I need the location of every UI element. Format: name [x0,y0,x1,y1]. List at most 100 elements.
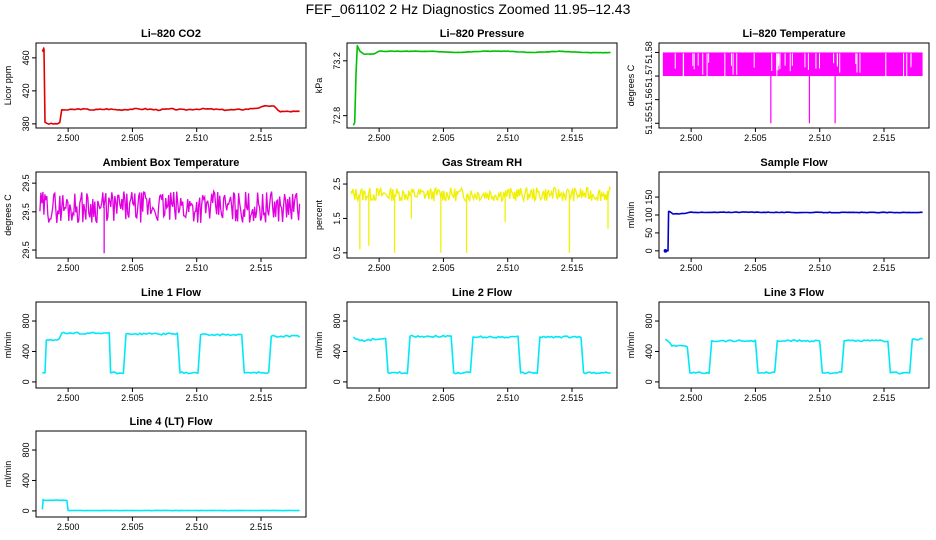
x-tick-label-pressure: 2.510 [496,133,519,143]
y-tick-label-temperature: 51.58 [644,41,654,64]
y-tick-label-ambient: 29.5 [21,174,31,192]
y-tick-label-temperature: 51.57 [644,65,654,88]
y-tick-label-line1: 0 [21,379,31,384]
plot-frame-sample [658,171,930,259]
series-line-co2 [41,47,300,125]
x-tick-label-line4: 2.510 [185,522,208,532]
panel-title-co2: Li–820 CO2 [141,28,201,40]
series-point-sample [663,249,668,253]
panel-title-line2: Line 2 Flow [452,287,512,299]
panel-title-line4: Line 4 (LT) Flow [130,416,213,428]
x-tick-label-co2: 2.510 [185,133,208,143]
y-tick-label-temperature: 51.55 [644,112,654,135]
y-tick-label-co2: 380 [21,116,31,131]
x-tick-label-line2: 2.515 [561,393,584,403]
y-tick-label-temperature: 51.56 [644,88,654,111]
panel-temperature: Li–820 Temperature 2.500 2.505 2.510 2.515 51… [626,28,930,143]
y-axis-label-ambient: degrees C [3,194,13,236]
x-tick-label-line2: 2.500 [368,393,391,403]
plot-frame-line2 [346,301,618,389]
y-tick-label-line4: 400 [21,473,31,488]
x-tick-label-co2: 2.500 [57,133,80,143]
panel-line4: Line 4 (LT) Flow 2.500 2.505 2.510 2.515 0 400… [3,416,307,532]
y-tick-label-sample: 0 [644,248,654,253]
x-tick-label-ambient: 2.505 [121,263,144,273]
y-tick-label-ambient: 29.5 [21,241,31,259]
plot-frame-pressure [346,42,618,129]
x-tick-label-temperature: 2.515 [873,133,896,143]
series-line-line4 [41,498,300,512]
x-tick-label-line3: 2.510 [808,393,831,403]
y-axis-label-rh: percent [314,199,324,230]
series-line-line3 [664,337,923,375]
series-line-line1 [42,331,301,375]
panel-pressure: Li–820 Pressure 2.500 2.505 2.510 2.515 72.8 7… [314,28,618,143]
x-tick-label-line4: 2.500 [57,522,80,532]
x-tick-label-line1: 2.510 [185,393,208,403]
figure-title: FEF_061102 2 Hz Diagnostics Zoomed 11.95… [305,1,631,17]
x-tick-label-temperature: 2.505 [744,133,767,143]
x-tick-label-rh: 2.510 [496,263,519,273]
x-tick-label-line3: 2.500 [680,393,703,403]
y-axis-label-line4: ml/min [3,461,13,488]
y-tick-label-line3: 400 [644,344,654,359]
panel-title-ambient: Ambient Box Temperature [103,157,240,169]
x-tick-label-line2: 2.510 [496,393,519,403]
y-tick-label-ambient: 29.5 [21,203,31,221]
y-tick-label-sample: 100 [644,207,654,222]
series-line-line2 [352,334,611,375]
series-line-ambient [39,188,301,224]
plot-frame-co2 [35,42,307,129]
y-tick-label-line2: 800 [332,314,342,329]
x-tick-label-sample: 2.500 [680,263,703,273]
series-line-rh [350,186,612,204]
x-tick-label-sample: 2.515 [873,263,896,273]
y-tick-label-sample: 50 [644,228,654,238]
x-tick-label-line1: 2.515 [250,393,273,403]
plot-frame-line1 [35,301,307,389]
y-axis-label-pressure: kPa [314,78,324,94]
x-tick-label-line1: 2.505 [121,393,144,403]
x-tick-label-temperature: 2.510 [808,133,831,143]
y-tick-label-line1: 800 [21,314,31,329]
y-axis-label-sample: ml/min [626,202,636,229]
panel-ambient: Ambient Box Temperature 2.500 2.505 2.510 2.… [3,157,307,273]
plot-frame-ambient [35,171,307,259]
x-tick-label-line3: 2.515 [873,393,896,403]
y-tick-label-rh: 0.5 [332,247,342,260]
x-tick-label-line4: 2.505 [121,522,144,532]
y-tick-label-co2: 420 [21,83,31,98]
x-tick-label-pressure: 2.515 [561,133,584,143]
panel-title-line1: Line 1 Flow [141,287,201,299]
x-tick-label-co2: 2.505 [121,133,144,143]
plot-frame-temperature [658,42,930,129]
x-tick-label-line3: 2.505 [744,393,767,403]
series-line-pressure [352,44,611,126]
y-tick-label-line3: 0 [644,379,654,384]
y-tick-label-co2: 460 [21,50,31,65]
y-tick-label-line4: 0 [21,508,31,513]
y-tick-label-line1: 400 [21,344,31,359]
series-line-sample [665,210,923,252]
panel-title-line3: Line 3 Flow [764,287,824,299]
plot-frame-line3 [658,301,930,389]
x-tick-label-rh: 2.500 [368,263,391,273]
panel-sample: Sample Flow 2.500 2.505 2.510 2.515 0 50 100 150… [626,157,930,273]
panel-line1: Line 1 Flow 2.500 2.505 2.510 2.515 0 400 800 ml… [3,287,307,403]
y-tick-label-line2: 400 [332,344,342,359]
plot-frame-rh [346,171,618,259]
panel-co2: Li–820 CO2 2.500 2.505 2.510 2.515 380 420 460 L… [3,28,307,143]
x-tick-label-rh: 2.505 [432,263,455,273]
x-tick-label-temperature: 2.500 [680,133,703,143]
panel-title-sample: Sample Flow [760,157,828,169]
panel-rh: Gas Stream RH 2.500 2.505 2.510 2.515 0.5 1.5 2… [314,157,618,273]
x-tick-label-ambient: 2.500 [57,263,80,273]
y-axis-label-line2: ml/min [314,332,324,359]
x-tick-label-sample: 2.510 [808,263,831,273]
x-tick-label-co2: 2.515 [250,133,273,143]
x-tick-label-ambient: 2.515 [250,263,273,273]
y-tick-label-line2: 0 [332,379,342,384]
y-axis-label-line3: ml/min [626,332,636,359]
y-tick-label-line3: 800 [644,314,654,329]
